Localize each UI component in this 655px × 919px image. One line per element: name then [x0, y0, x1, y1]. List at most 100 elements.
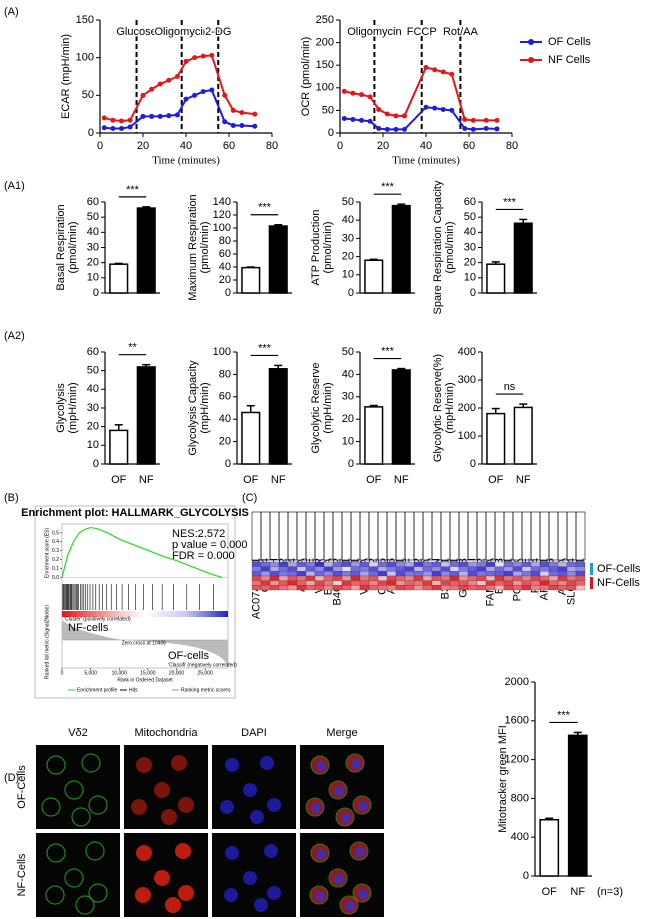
heat-cell — [404, 566, 415, 572]
data-point — [230, 122, 236, 128]
cell — [71, 807, 91, 827]
panel-label: (A2) — [4, 330, 25, 342]
heat-cell — [260, 561, 271, 567]
heat-cell — [404, 561, 415, 567]
heat-cell — [458, 561, 469, 567]
x-tick-label: 60 — [223, 140, 235, 152]
y-axis-label: Glycolysis Capacity — [187, 360, 199, 456]
heat-cell — [350, 585, 361, 591]
heat-cell — [269, 571, 280, 577]
heat-cell — [539, 571, 550, 577]
cell — [45, 885, 65, 905]
heat-cell — [557, 585, 568, 591]
x-tick-label: 40 — [420, 140, 432, 152]
y-tick-label: 20 — [87, 257, 99, 269]
heat-cell — [251, 580, 262, 586]
heat-cell — [503, 561, 514, 567]
legend-label: NF Cells — [548, 54, 591, 66]
note: Zero cross at 10406 — [122, 640, 167, 646]
y-tick-label: 1600 — [505, 715, 529, 727]
x-tick-label: NF — [516, 474, 531, 486]
event-label: Rot/AA — [443, 26, 479, 38]
y-tick-label: 100 — [458, 430, 476, 442]
event-label: FCCP — [407, 26, 437, 38]
heat-cell — [323, 585, 334, 591]
y-tick-label: 60 — [87, 196, 99, 208]
heat-cell — [332, 585, 343, 591]
heat-cell — [278, 571, 289, 577]
data-point — [174, 112, 180, 118]
y-tick-label: 0 — [225, 458, 231, 470]
x-tick-label: 60 — [463, 140, 475, 152]
column-label: Merge — [326, 727, 357, 739]
bar — [513, 406, 533, 465]
data-point — [149, 86, 155, 92]
heat-cell — [458, 566, 469, 572]
heat-cell — [494, 566, 505, 572]
heat-cell — [575, 566, 586, 572]
data-point — [119, 118, 124, 124]
heat-cell — [359, 561, 370, 567]
cell — [46, 843, 66, 863]
heat-cell — [386, 585, 397, 591]
heat-cell — [530, 585, 541, 591]
data-point — [192, 55, 198, 61]
cell — [131, 799, 147, 815]
heat-cell — [377, 585, 388, 591]
heat-cell — [494, 561, 505, 567]
y-tick-label: 40 — [87, 226, 99, 238]
x-axis-label: Rank in Ordered Dataset — [117, 677, 173, 683]
heat-cell — [359, 571, 370, 577]
data-point — [483, 125, 489, 131]
heat-cell — [485, 585, 496, 591]
data-point — [393, 113, 399, 119]
data-point — [384, 126, 390, 132]
y-tick-label: 0.0 — [52, 575, 59, 581]
cell — [88, 883, 108, 903]
data-point — [200, 53, 206, 59]
heat-cell — [503, 566, 514, 572]
heat-cell — [341, 585, 352, 591]
heat-cell — [314, 585, 325, 591]
y-tick-label: 20 — [87, 421, 99, 433]
y-axis-label: (pmol/min) — [199, 222, 211, 274]
x-tick-label: 0 — [61, 670, 64, 676]
panel-label: (D) — [4, 772, 19, 784]
rank-bar — [62, 611, 228, 617]
y-tick-label: 100 — [76, 52, 94, 64]
event-label: Oligomycin — [347, 26, 401, 38]
y-tick-label: 60 — [219, 248, 231, 260]
heat-cell — [314, 566, 325, 572]
cell — [75, 895, 95, 915]
heat-cell — [341, 566, 352, 572]
significance: *** — [503, 196, 517, 208]
x-tick-label: 0 — [337, 140, 343, 152]
cell — [154, 782, 170, 798]
cell — [243, 783, 257, 797]
cell — [178, 797, 194, 813]
heat-cell — [548, 571, 559, 577]
cell-nucleus — [358, 889, 368, 899]
y-axis-label: (mpH/min) — [199, 382, 211, 433]
data-point — [183, 96, 189, 102]
panel-label: (B) — [4, 492, 19, 504]
heat-cell — [458, 571, 469, 577]
y-tick-label: 150 — [316, 59, 334, 71]
x-tick-label: NF — [271, 474, 286, 486]
data-point — [402, 113, 407, 119]
data-point — [432, 105, 438, 111]
heat-cell — [350, 575, 361, 581]
cell — [154, 870, 170, 886]
y-tick-label: 0 — [328, 127, 334, 139]
significance: *** — [258, 342, 272, 354]
cell — [135, 887, 151, 903]
cell-nucleus — [355, 847, 365, 857]
x-tick-label: 25,000 — [197, 670, 213, 676]
heat-cell — [404, 571, 415, 577]
heat-cell — [494, 575, 505, 581]
cell — [46, 755, 66, 775]
bar — [486, 412, 506, 465]
y-tick-label: 100 — [213, 346, 231, 358]
heat-cell — [557, 575, 568, 581]
